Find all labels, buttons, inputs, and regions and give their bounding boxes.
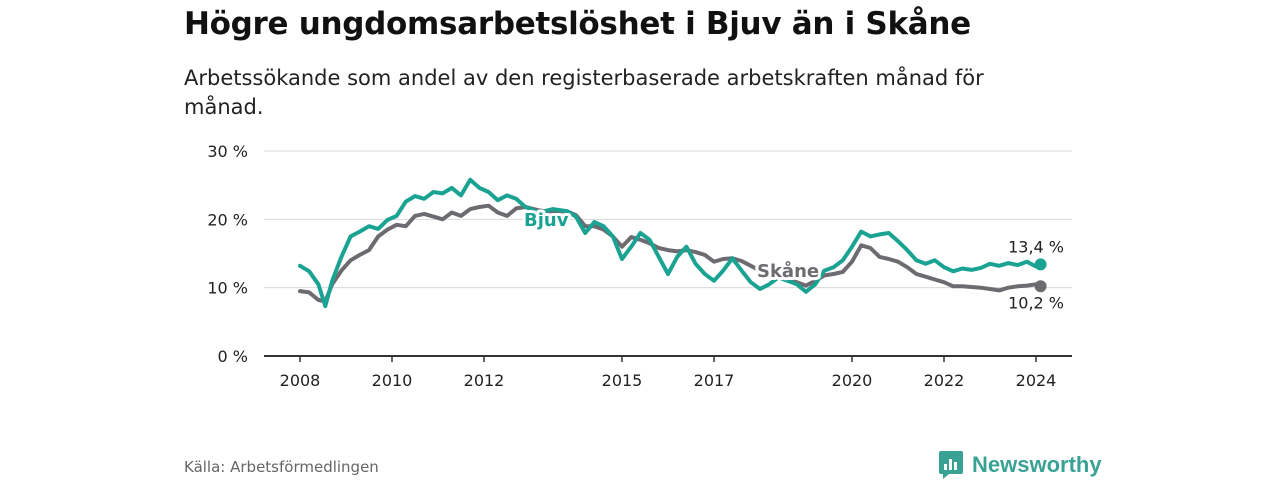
x-tick-label: 2010	[372, 371, 413, 390]
x-tick-label: 2022	[924, 371, 965, 390]
x-tick-label: 2008	[280, 371, 321, 390]
series-lines	[298, 177, 1047, 309]
end-value-bjuv: 13,4 %	[1008, 237, 1064, 256]
x-tick-label: 2024	[1016, 371, 1057, 390]
series-end-marker	[1034, 258, 1047, 271]
x-tick-label: 2020	[832, 371, 873, 390]
brand-name: Newsworthy	[972, 452, 1102, 477]
series-end-marker	[1034, 280, 1047, 293]
chart-title: Högre ungdomsarbetslöshet i Bjuv än i Sk…	[184, 6, 971, 42]
y-tick-label: 20 %	[207, 210, 248, 229]
x-tick-label: 2017	[694, 371, 735, 390]
line-chart: 0 % 10 % 20 % 30 % 2008 2010 2012 2015 2017 2020…	[207, 142, 1072, 390]
newsworthy-icon	[939, 451, 963, 479]
grid-lines	[264, 150, 1072, 289]
y-tick-label: 30 %	[207, 142, 248, 161]
y-axis-ticks: 0 % 10 % 20 % 30 %	[207, 142, 248, 366]
x-axis: 2008 2010 2012 2015 2017 2020 2022 2024	[264, 355, 1072, 390]
series-line-skane	[298, 203, 1043, 304]
brand-logo[interactable]: Newsworthy	[938, 450, 1102, 480]
series-line-bjuv	[298, 177, 1043, 309]
series-labels: Bjuv Skåne 13,4 % 10,2 %	[521, 207, 1067, 315]
x-tick-label: 2012	[464, 371, 505, 390]
series-label-bjuv: Bjuv	[524, 210, 569, 231]
series-label-skane: Skåne	[757, 260, 819, 282]
y-tick-label: 10 %	[207, 279, 248, 298]
x-tick-label: 2015	[602, 371, 643, 390]
source-note: Källa: Arbetsförmedlingen	[184, 458, 379, 476]
chart-subtitle: Arbetssökande som andel av den registerb…	[184, 66, 984, 119]
y-tick-label: 0 %	[218, 347, 248, 366]
end-value-skane: 10,2 %	[1008, 293, 1064, 312]
